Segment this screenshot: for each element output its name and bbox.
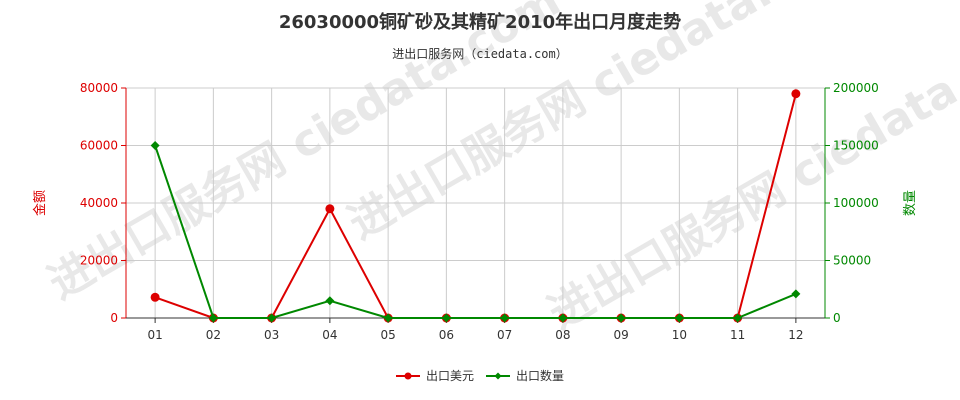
data-point xyxy=(500,313,510,323)
left-tick-label: 20000 xyxy=(80,254,118,268)
legend-label: 出口数量 xyxy=(516,368,564,383)
data-point xyxy=(441,313,451,323)
data-point xyxy=(325,296,335,306)
right-tick-label: 0 xyxy=(833,311,841,325)
left-tick-label: 0 xyxy=(110,311,118,325)
right-tick-label: 150000 xyxy=(833,139,879,153)
legend-marker xyxy=(404,372,412,380)
data-point xyxy=(733,313,743,323)
watermark-text: 进出口服务网 ciedata.com xyxy=(340,0,869,250)
x-tick-label: 11 xyxy=(730,328,745,342)
grid-layer xyxy=(125,87,826,319)
data-point xyxy=(150,141,160,150)
x-tick-label: 05 xyxy=(380,328,395,342)
chart-title: 26030000铜矿砂及其精矿2010年出口月度走势 xyxy=(279,11,681,33)
right-tick-label: 200000 xyxy=(833,81,879,95)
legend-label: 出口美元 xyxy=(426,369,474,383)
left-tick-label: 80000 xyxy=(80,81,118,95)
left-tick-label: 40000 xyxy=(80,196,118,210)
x-tick-label: 10 xyxy=(672,328,687,342)
x-tick-label: 03 xyxy=(264,328,279,342)
data-point xyxy=(674,313,684,323)
data-point xyxy=(267,313,277,323)
x-tick-label: 02 xyxy=(206,328,221,342)
right-axis-ticks: 0 50000 100000 150000 200000 xyxy=(825,81,879,325)
legend-item: 出口数量 xyxy=(486,368,564,383)
data-point xyxy=(558,313,568,323)
x-tick-label: 06 xyxy=(439,328,454,342)
data-point xyxy=(208,313,218,323)
x-tick-label: 04 xyxy=(322,328,337,342)
x-tick-label: 01 xyxy=(147,328,162,342)
left-tick-label: 60000 xyxy=(80,139,118,153)
x-tick-label: 09 xyxy=(613,328,628,342)
data-point xyxy=(383,313,393,323)
left-axis-ticks: 0 20000 40000 60000 80000 xyxy=(80,81,126,325)
data-point xyxy=(791,89,801,99)
legend-item: 出口美元 xyxy=(396,369,474,383)
legend: 出口美元 出口数量 xyxy=(396,368,564,383)
right-axis-label: 数量 xyxy=(903,190,918,216)
right-tick-label: 50000 xyxy=(833,254,871,268)
data-point xyxy=(791,289,801,299)
data-point xyxy=(150,292,160,302)
x-tick-label: 07 xyxy=(497,328,512,342)
x-tick-label: 12 xyxy=(788,328,803,342)
right-tick-label: 100000 xyxy=(833,196,879,210)
chart-subtitle: 进出口服务网（ciedata.com） xyxy=(392,46,567,61)
legend-marker xyxy=(494,372,502,380)
data-point xyxy=(616,313,626,323)
series-line xyxy=(154,145,797,319)
series-layer xyxy=(150,89,801,323)
left-axis-label: 金额 xyxy=(32,190,48,216)
data-point xyxy=(325,204,335,214)
x-axis-ticks: 01 02 03 04 05 06 07 08 09 10 11 12 xyxy=(147,318,804,342)
x-tick-label: 08 xyxy=(555,328,570,342)
